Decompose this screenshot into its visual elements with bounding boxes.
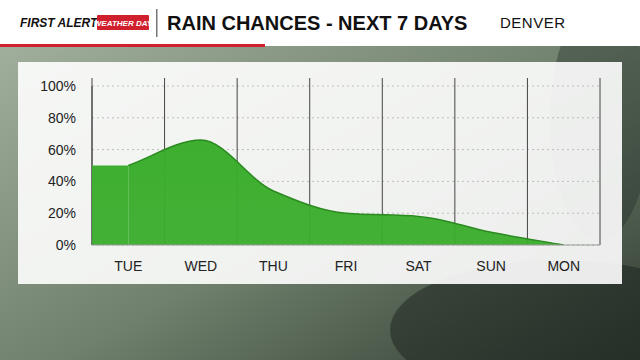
y-tick-label: 0% [56, 237, 76, 253]
page: {"header": {"brand": "FIRST ALERT", "bad… [0, 0, 640, 360]
grid [92, 78, 600, 245]
column-divider [600, 78, 601, 245]
y-tick-label: 40% [48, 173, 76, 189]
grid-line [92, 245, 600, 246]
y-tick-label: 60% [48, 142, 76, 158]
x-tick-label: WED [185, 258, 218, 274]
chart-canvas: FIRST ALERTWEATHER DAY RAIN CHANCES - NEX… [0, 0, 640, 360]
column-divider [527, 78, 528, 245]
grid-line [92, 117, 600, 118]
area [128, 140, 563, 245]
brand: FIRST ALERT [20, 16, 99, 30]
x-tick-label: MON [547, 258, 580, 274]
x-tick-label: FRI [335, 258, 358, 274]
x-tick-label: THU [259, 258, 288, 274]
x-tick-label: TUE [114, 258, 142, 274]
y-tick-label: 100% [40, 78, 76, 94]
subtitle: DENVER [500, 14, 566, 31]
area-edge [128, 140, 563, 245]
data-group [92, 140, 564, 245]
column-divider [454, 78, 455, 245]
grid-line [92, 86, 600, 87]
x-tick-label: SUN [476, 258, 506, 274]
header-bar [0, 0, 640, 46]
header-divider [156, 9, 158, 37]
title: RAIN CHANCES - NEXT 7 DAYS [167, 12, 467, 34]
header-accent [0, 44, 265, 47]
x-tick-label: SAT [405, 258, 432, 274]
plot-panel [18, 62, 622, 284]
baseline [92, 245, 600, 246]
area-lead [92, 166, 128, 246]
y-tick-label: 80% [48, 110, 76, 126]
y-tick-label: 20% [48, 205, 76, 221]
badge: WEATHER DAY [94, 19, 153, 28]
